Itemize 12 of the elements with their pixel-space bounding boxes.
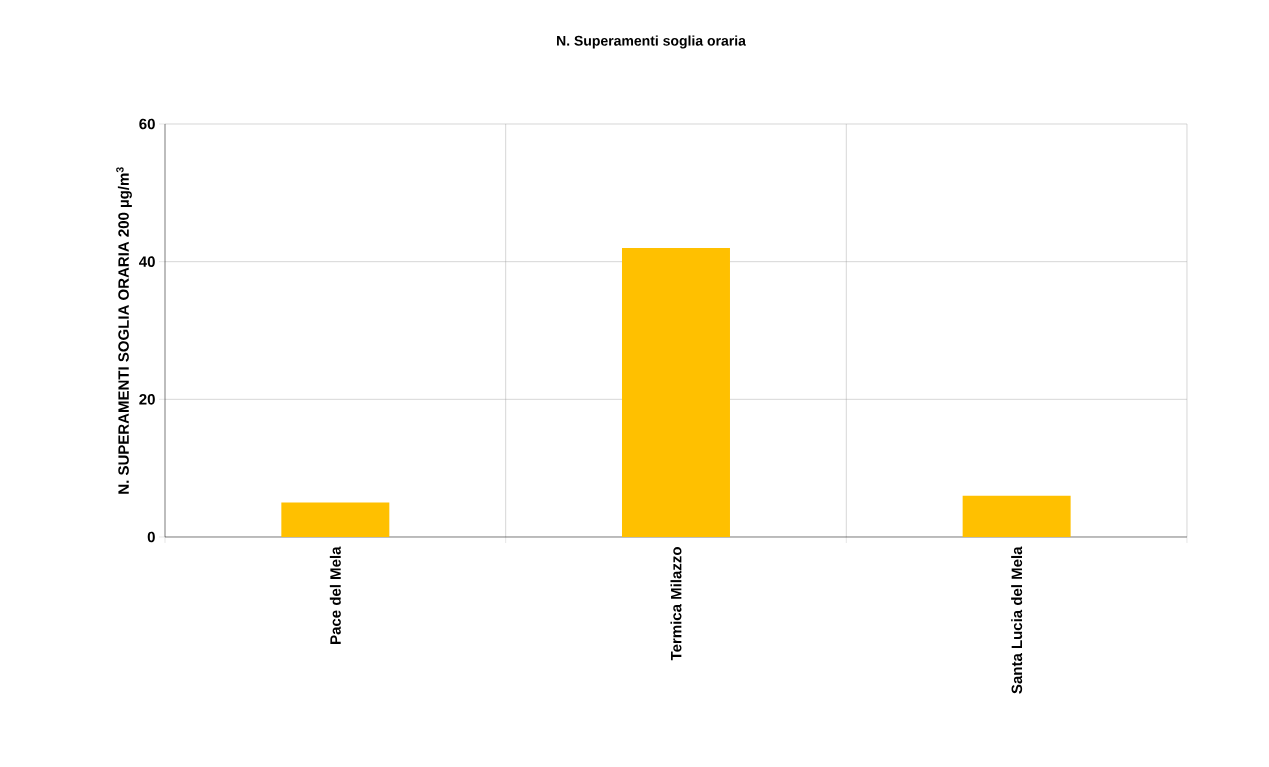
y-axis-title: N. SUPERAMENTI SOGLIA ORARIA 200 µg/m$^{3}$ [116, 167, 132, 494]
x-tick-label: Termica Milazzo [670, 547, 682, 661]
x-tick-label: Santa Lucia del Mela [1011, 546, 1023, 694]
y-tick-label: 0 [147, 531, 155, 543]
bar [621, 247, 730, 537]
bar [962, 495, 1071, 537]
chart-title: N. Superamenti soglia oraria [557, 35, 746, 49]
y-tick-label: 60 [139, 118, 155, 130]
bar [281, 502, 390, 537]
y-tick-label: 20 [139, 394, 155, 405]
x-tick-label: Pace del Mela [329, 546, 341, 644]
y-tick-label: 40 [139, 256, 155, 267]
